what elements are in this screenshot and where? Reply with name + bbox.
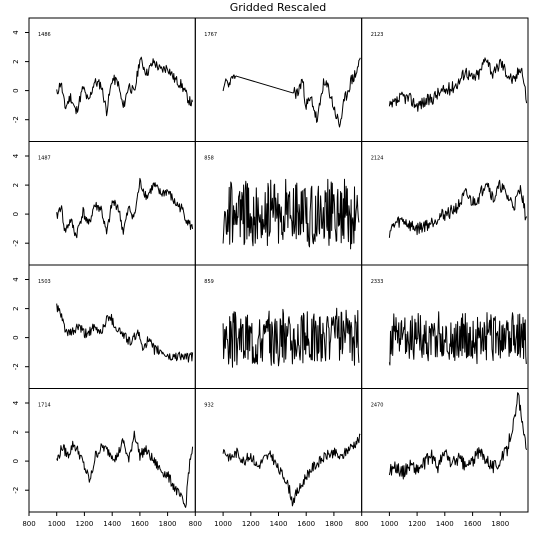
panel-label: 859 — [204, 279, 214, 285]
panel-label: 1486 — [38, 32, 51, 38]
y-tick-label: 2 — [12, 183, 20, 187]
x-tick-label: 800 — [189, 520, 202, 528]
series-line — [56, 56, 194, 117]
panel-label: 1503 — [38, 279, 51, 285]
series-line — [388, 311, 527, 366]
x-tick-label: 1200 — [408, 520, 426, 528]
panel-label: 858 — [204, 156, 214, 162]
panel: 2333 — [361, 264, 529, 389]
y-tick-label: 0 — [12, 335, 20, 339]
panel: 1487 — [28, 141, 196, 266]
x-tick-label: 1200 — [75, 520, 93, 528]
y-tick-label: 2 — [12, 59, 20, 63]
panel-label: 1767 — [204, 32, 217, 38]
panel-frame — [28, 17, 196, 142]
panel-label: 2470 — [371, 403, 384, 409]
panel-frame — [361, 388, 529, 513]
panel-label: 1714 — [38, 403, 51, 409]
y-tick-label: -2 — [12, 116, 20, 123]
panel-frame — [361, 141, 529, 266]
series-line — [222, 433, 361, 507]
y-tick-label: -2 — [12, 487, 20, 494]
y-tick-label: 0 — [12, 459, 20, 463]
y-tick-label: 2 — [12, 306, 20, 310]
panel: 932 — [194, 388, 363, 513]
panel-frame — [28, 264, 196, 389]
panel-frame — [361, 17, 529, 142]
panel-label: 2333 — [371, 279, 384, 285]
x-tick-label: 1400 — [270, 520, 288, 528]
x-tick-label: 1000 — [48, 520, 66, 528]
chart-title: Gridded Rescaled — [230, 1, 327, 14]
panel-frame — [194, 17, 363, 142]
panel-grid: 1486 1767 2123 1487 858 2124 1503 859 2333 1714 93… — [28, 17, 529, 513]
y-tick-label: -2 — [12, 240, 20, 247]
series-line — [222, 307, 360, 368]
series-line — [56, 177, 194, 239]
series-line — [222, 57, 361, 128]
series-line — [222, 178, 360, 250]
panel: 1714 — [28, 388, 196, 513]
y-tick-label: -2 — [12, 363, 20, 370]
panel: 859 — [194, 264, 363, 389]
panel: 858 — [194, 141, 363, 266]
series-line — [388, 392, 528, 480]
series-line — [388, 179, 528, 238]
y-tick-label: 4 — [12, 153, 20, 158]
panel: 2123 — [361, 17, 529, 142]
y-tick-label: 0 — [12, 212, 20, 216]
series-line — [56, 303, 194, 363]
series-line — [388, 57, 528, 112]
x-tick-label: 800 — [355, 520, 368, 528]
x-tick-label: 1800 — [159, 520, 177, 528]
panel-label: 2123 — [371, 32, 384, 38]
x-tick-label: 1600 — [464, 520, 482, 528]
x-tick-label: 1600 — [131, 520, 149, 528]
x-tick-label: 800 — [22, 520, 35, 528]
x-tick-label: 1800 — [491, 520, 509, 528]
panel: 2124 — [361, 141, 529, 266]
series-line — [56, 430, 194, 508]
panel-label: 2124 — [371, 156, 384, 162]
panel-label: 1487 — [38, 156, 51, 162]
panel: 1767 — [194, 17, 363, 142]
panel: 2470 — [361, 388, 529, 513]
y-tick-label: 0 — [12, 88, 20, 92]
y-tick-label: 4 — [12, 30, 20, 35]
x-tick-label: 1200 — [242, 520, 260, 528]
x-tick-label: 1600 — [297, 520, 315, 528]
panel-label: 932 — [204, 403, 214, 409]
y-tick-label: 4 — [12, 277, 20, 282]
y-tick-label: 4 — [12, 400, 20, 405]
panel: 1486 — [28, 17, 196, 142]
x-tick-label: 1800 — [325, 520, 343, 528]
x-tick-label: 1000 — [214, 520, 232, 528]
x-tick-label: 1400 — [436, 520, 454, 528]
axes: -2 0 2 4 -2 0 2 4 -2 0 2 4 -2 0 2 4 800 1000 1200 1400 1600 1… — [12, 30, 509, 528]
x-tick-label: 1000 — [380, 520, 398, 528]
y-tick-label: 2 — [12, 430, 20, 434]
panel: 1503 — [28, 264, 196, 389]
panel-frame — [28, 388, 196, 513]
x-tick-label: 1400 — [103, 520, 121, 528]
